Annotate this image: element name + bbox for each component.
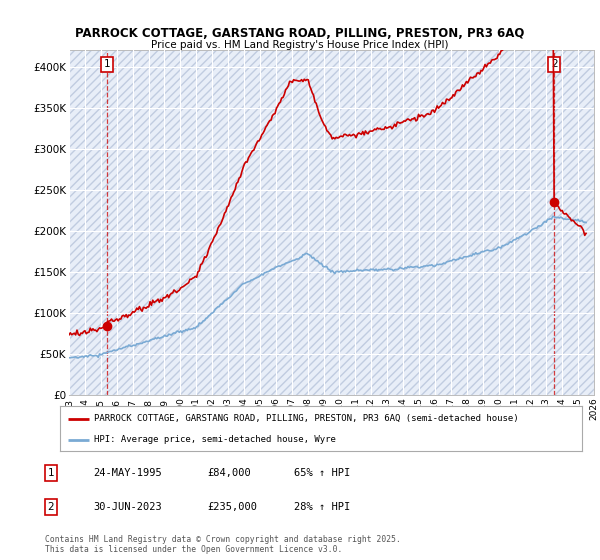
Text: 30-JUN-2023: 30-JUN-2023 <box>93 502 162 512</box>
Text: 28% ↑ HPI: 28% ↑ HPI <box>294 502 350 512</box>
Text: 65% ↑ HPI: 65% ↑ HPI <box>294 468 350 478</box>
Text: Price paid vs. HM Land Registry's House Price Index (HPI): Price paid vs. HM Land Registry's House … <box>151 40 449 50</box>
Text: £235,000: £235,000 <box>207 502 257 512</box>
Text: 2: 2 <box>47 502 55 512</box>
Text: HPI: Average price, semi-detached house, Wyre: HPI: Average price, semi-detached house,… <box>94 435 336 444</box>
Text: 1: 1 <box>47 468 55 478</box>
Text: 24-MAY-1995: 24-MAY-1995 <box>93 468 162 478</box>
Text: PARROCK COTTAGE, GARSTANG ROAD, PILLING, PRESTON, PR3 6AQ (semi-detached house): PARROCK COTTAGE, GARSTANG ROAD, PILLING,… <box>94 414 518 423</box>
Text: PARROCK COTTAGE, GARSTANG ROAD, PILLING, PRESTON, PR3 6AQ: PARROCK COTTAGE, GARSTANG ROAD, PILLING,… <box>76 27 524 40</box>
Text: £84,000: £84,000 <box>207 468 251 478</box>
Text: Contains HM Land Registry data © Crown copyright and database right 2025.
This d: Contains HM Land Registry data © Crown c… <box>45 535 401 554</box>
Text: 1: 1 <box>104 59 110 69</box>
Text: 2: 2 <box>551 59 557 69</box>
